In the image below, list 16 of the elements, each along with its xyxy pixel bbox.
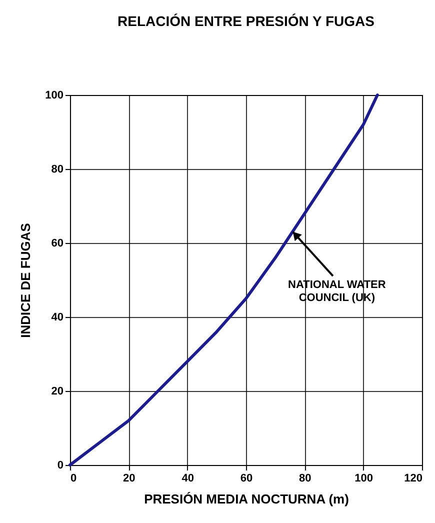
x-tick-label: 80 — [299, 472, 312, 484]
y-tick-label: 20 — [51, 386, 64, 398]
x-tick-label: 40 — [182, 472, 194, 484]
y-tick-label: 100 — [45, 90, 64, 102]
x-axis-title: PRESIÓN MEDIA NOCTURNA (m) — [144, 492, 349, 506]
y-axis-title: INDICE DE FUGAS — [18, 222, 34, 338]
y-tick-label: 80 — [51, 164, 64, 176]
y-tick-label: 60 — [51, 238, 64, 250]
chart-title: RELACIÓN ENTRE PRESIÓN Y FUGAS — [118, 13, 374, 29]
x-tick-label: 120 — [404, 472, 422, 484]
x-tick-label: 0 — [70, 472, 77, 484]
y-tick-label: 0 — [57, 460, 64, 472]
x-tick-label: 20 — [123, 472, 136, 484]
y-tick-label: 40 — [51, 312, 64, 324]
x-tick-label: 60 — [240, 472, 253, 484]
x-tick-label: 100 — [354, 472, 374, 484]
